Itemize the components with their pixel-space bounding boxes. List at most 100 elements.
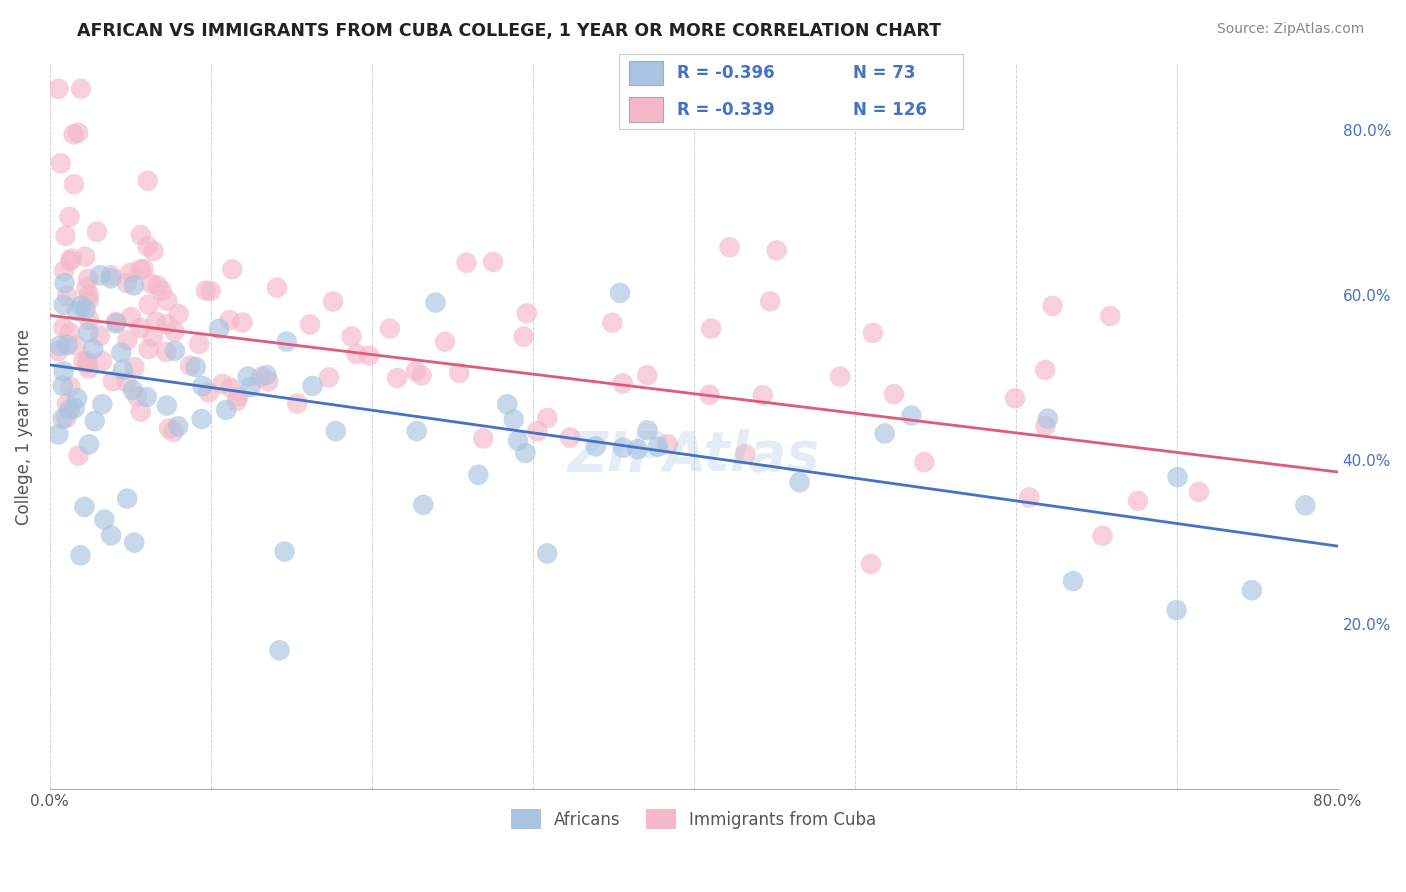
Point xyxy=(612,376,634,391)
Point xyxy=(285,396,308,410)
Point xyxy=(142,244,165,258)
Point xyxy=(52,411,75,425)
Point xyxy=(53,276,76,290)
Point xyxy=(506,434,529,448)
Point xyxy=(1240,583,1263,598)
Point xyxy=(77,361,100,376)
Text: AFRICAN VS IMMIGRANTS FROM CUBA COLLEGE, 1 YEAR OR MORE CORRELATION CHART: AFRICAN VS IMMIGRANTS FROM CUBA COLLEGE,… xyxy=(77,22,942,40)
Point xyxy=(236,369,259,384)
Point xyxy=(256,368,278,382)
Point xyxy=(526,425,548,439)
Point xyxy=(55,411,77,425)
Point xyxy=(93,512,115,526)
Point xyxy=(77,288,100,302)
Point xyxy=(734,447,756,461)
Point xyxy=(558,430,581,444)
FancyBboxPatch shape xyxy=(628,97,664,122)
Point xyxy=(1126,493,1149,508)
Point xyxy=(65,338,87,352)
Point xyxy=(1035,418,1057,433)
Point xyxy=(72,354,94,368)
Point xyxy=(142,330,165,344)
Point xyxy=(912,455,935,469)
Text: R = -0.396: R = -0.396 xyxy=(678,64,775,82)
Point xyxy=(496,397,519,411)
Point xyxy=(225,394,247,409)
Point xyxy=(789,475,811,490)
Point xyxy=(111,363,134,377)
Point xyxy=(862,326,884,340)
Point xyxy=(163,343,186,358)
Point xyxy=(647,440,669,454)
Point xyxy=(66,304,89,318)
Point xyxy=(1004,392,1026,406)
Point xyxy=(100,271,122,285)
Point xyxy=(59,379,82,393)
Point xyxy=(53,264,76,278)
Text: ZIPAtlas: ZIPAtlas xyxy=(568,429,820,483)
Point xyxy=(115,276,138,290)
Point xyxy=(512,329,534,343)
Point xyxy=(75,280,97,294)
Point xyxy=(157,421,180,435)
Point xyxy=(135,390,157,404)
Point xyxy=(136,174,159,188)
Point xyxy=(101,374,124,388)
Point xyxy=(91,354,114,368)
Point xyxy=(301,379,323,393)
Point xyxy=(602,316,624,330)
Point xyxy=(77,272,100,286)
Point xyxy=(636,368,658,383)
Point xyxy=(239,380,262,394)
Point xyxy=(257,375,280,389)
Point xyxy=(129,262,152,277)
Point xyxy=(718,240,741,254)
Point xyxy=(100,268,122,282)
Point xyxy=(46,343,69,358)
Point xyxy=(250,369,273,384)
Point xyxy=(502,412,524,426)
Point xyxy=(900,409,922,423)
Point xyxy=(269,643,291,657)
Point xyxy=(585,439,607,453)
Point xyxy=(156,318,179,332)
Point xyxy=(167,419,190,434)
FancyBboxPatch shape xyxy=(628,62,664,86)
Point xyxy=(124,360,146,375)
Point xyxy=(411,368,433,383)
Point xyxy=(83,414,105,428)
Point xyxy=(215,403,238,417)
Point xyxy=(141,277,163,291)
Point xyxy=(56,289,79,303)
Point xyxy=(405,364,427,378)
Point xyxy=(472,431,495,445)
Point xyxy=(425,295,447,310)
Point xyxy=(48,427,70,442)
Point xyxy=(830,369,852,384)
Point xyxy=(115,375,138,389)
Point xyxy=(77,437,100,451)
Point xyxy=(69,549,91,563)
Point xyxy=(146,278,169,293)
Point xyxy=(75,302,97,317)
Point xyxy=(70,82,93,96)
Point xyxy=(67,126,90,140)
Point xyxy=(637,423,659,437)
Point xyxy=(59,326,82,340)
Point xyxy=(129,227,152,242)
Point xyxy=(456,256,478,270)
Point xyxy=(120,266,142,280)
Y-axis label: College, 1 year or more: College, 1 year or more xyxy=(15,328,32,524)
Point xyxy=(110,345,132,359)
Point xyxy=(873,426,896,441)
Point xyxy=(657,437,679,451)
Point xyxy=(104,315,127,329)
Point xyxy=(1294,499,1316,513)
Point xyxy=(434,334,457,349)
Point xyxy=(325,424,347,438)
Point xyxy=(89,268,111,283)
Point xyxy=(52,298,75,312)
Point xyxy=(167,307,190,321)
Point xyxy=(190,412,212,426)
Point xyxy=(1091,529,1114,543)
